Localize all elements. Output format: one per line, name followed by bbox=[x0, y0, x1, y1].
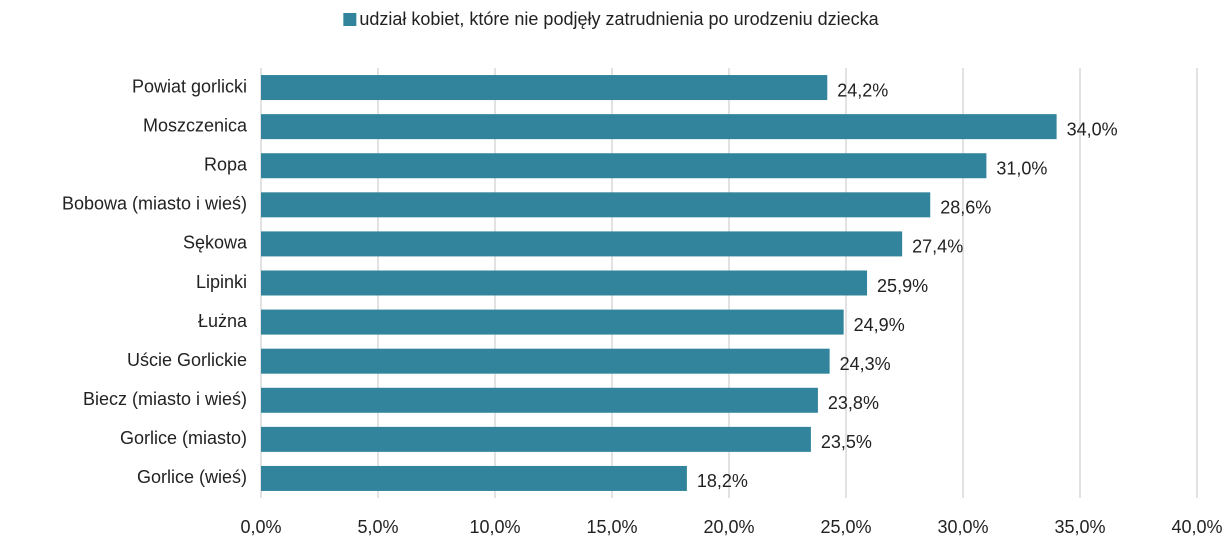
data-label: 34,0% bbox=[1067, 119, 1118, 139]
bar bbox=[261, 387, 818, 413]
y-tick-label: Gorlice (wieś) bbox=[137, 467, 247, 487]
y-tick-label: Ropa bbox=[204, 154, 248, 174]
x-tick-label: 15,0% bbox=[586, 517, 637, 537]
data-label: 24,9% bbox=[854, 315, 905, 335]
bar bbox=[261, 270, 868, 296]
x-tick-label: 20,0% bbox=[703, 517, 754, 537]
legend-swatch bbox=[343, 13, 357, 26]
y-tick-label: Biecz (miasto i wieś) bbox=[83, 389, 247, 409]
y-tick-label: Bobowa (miasto i wieś) bbox=[62, 194, 247, 214]
data-label: 24,2% bbox=[837, 80, 888, 100]
x-tick-label: 30,0% bbox=[937, 517, 988, 537]
bar bbox=[261, 348, 830, 374]
bar bbox=[261, 114, 1057, 140]
y-tick-label: Moszczenica bbox=[143, 115, 248, 135]
bar bbox=[261, 426, 811, 452]
x-tick-label: 5,0% bbox=[357, 517, 398, 537]
bar bbox=[261, 465, 687, 491]
data-label: 25,9% bbox=[877, 276, 928, 296]
x-tick-label: 10,0% bbox=[469, 517, 520, 537]
x-tick-label: 25,0% bbox=[820, 517, 871, 537]
data-label: 23,8% bbox=[828, 393, 879, 413]
x-tick-label: 40,0% bbox=[1171, 517, 1222, 537]
y-tick-label: Sękowa bbox=[183, 233, 248, 253]
bar bbox=[261, 192, 931, 218]
x-tick-label: 0,0% bbox=[240, 517, 281, 537]
bar bbox=[261, 309, 844, 335]
y-tick-label: Gorlice (miasto) bbox=[120, 428, 247, 448]
y-tick-label: Powiat gorlicki bbox=[132, 76, 247, 96]
bar bbox=[261, 153, 987, 179]
data-label: 24,3% bbox=[840, 354, 891, 374]
legend-label: udział kobiet, które nie podjęły zatrudn… bbox=[359, 9, 879, 29]
data-label: 18,2% bbox=[697, 471, 748, 491]
y-tick-label: Łużna bbox=[198, 311, 248, 331]
bar bbox=[261, 231, 903, 257]
data-label: 31,0% bbox=[996, 158, 1047, 178]
data-label: 27,4% bbox=[912, 237, 963, 257]
data-label: 23,5% bbox=[821, 432, 872, 452]
bar bbox=[261, 75, 828, 101]
data-label: 28,6% bbox=[940, 198, 991, 218]
x-tick-label: 35,0% bbox=[1054, 517, 1105, 537]
y-tick-label: Uście Gorlickie bbox=[127, 350, 247, 370]
y-tick-label: Lipinki bbox=[196, 272, 247, 292]
